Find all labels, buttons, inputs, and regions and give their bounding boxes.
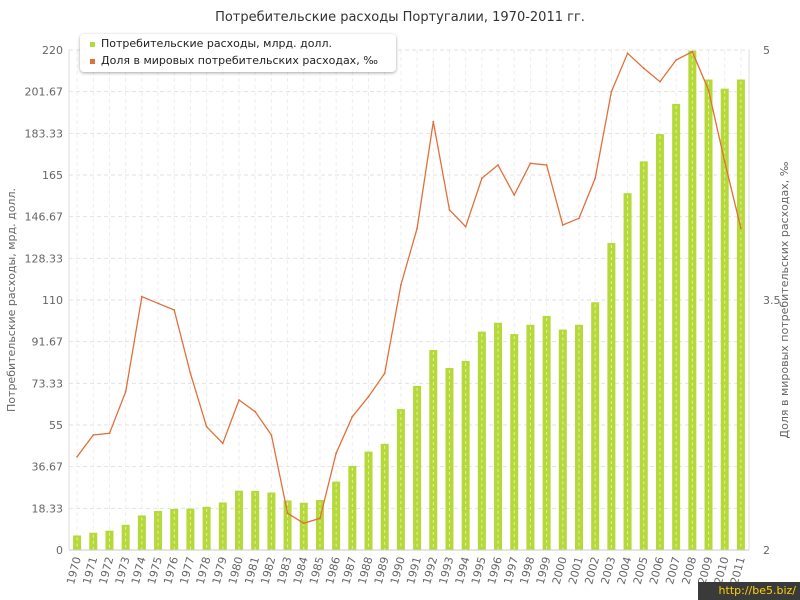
- share-point: [723, 160, 726, 163]
- share-point: [675, 59, 678, 61]
- share-point: [691, 50, 694, 53]
- share-point: [610, 90, 613, 93]
- bar: [251, 490, 260, 550]
- legend-swatch-bars: [90, 41, 95, 47]
- share-point: [367, 395, 370, 398]
- share-point: [707, 89, 710, 91]
- share-point: [76, 455, 78, 458]
- share-point: [383, 372, 386, 375]
- share-point: [642, 67, 645, 70]
- share-point: [108, 432, 111, 435]
- y-left-tick-label: 201.67: [25, 86, 64, 99]
- share-point: [173, 309, 176, 311]
- chart-title: Потребительские расходы Португалии, 1970…: [215, 10, 585, 25]
- share-point: [124, 390, 127, 393]
- y-right-tick-label: 2: [763, 544, 770, 557]
- bar: [315, 500, 324, 550]
- share-point: [497, 164, 499, 166]
- share-point: [659, 80, 661, 83]
- share-point: [545, 164, 548, 166]
- y-left-tick-label: 55: [49, 419, 63, 432]
- watermark-link[interactable]: http://be5.biz/: [698, 582, 800, 600]
- legend-swatch-line: [90, 58, 95, 64]
- legend: Потребительские расходы, млрд. долл. Дол…: [80, 34, 396, 72]
- share-point: [594, 177, 597, 180]
- bar: [73, 535, 82, 550]
- bar: [477, 331, 486, 550]
- share-point: [238, 399, 240, 401]
- share-point: [286, 512, 289, 515]
- share-point: [464, 225, 467, 228]
- y-right-axis-title: Доля в мировых потребительских расходах,…: [778, 161, 791, 438]
- share-point: [140, 295, 143, 298]
- share-point: [92, 434, 95, 436]
- share-point: [270, 434, 273, 436]
- share-point: [513, 194, 516, 196]
- y-left-tick-label: 0: [56, 544, 63, 557]
- legend-item-line[interactable]: Доля в мировых потребительских расходах,…: [90, 54, 378, 67]
- share-point: [578, 217, 580, 220]
- y-left-tick-label: 18.33: [32, 502, 64, 515]
- legend-label-line: Доля в мировых потребительских расходах,…: [101, 54, 378, 67]
- share-point: [400, 284, 402, 286]
- share-line: [76, 50, 742, 525]
- share-point: [740, 227, 742, 230]
- legend-item-bars[interactable]: Потребительские расходы, млрд. долл.: [90, 37, 332, 50]
- line-series: [76, 50, 742, 525]
- y-left-tick-label: 165: [42, 169, 63, 182]
- y-left-tick-label: 128.33: [25, 252, 64, 265]
- share-point: [254, 410, 257, 413]
- share-point: [221, 442, 224, 445]
- share-point: [529, 162, 532, 165]
- y-left-axis-title: Потребительские расходы, мрд. долл.: [5, 188, 18, 412]
- bar: [494, 322, 503, 550]
- y-right-tick-label: 3.5: [763, 294, 781, 307]
- share-point: [189, 372, 192, 375]
- y-left-tick-label: 73.33: [32, 377, 64, 390]
- bar: [672, 103, 681, 550]
- y-left-tick-label: 183.33: [25, 127, 64, 140]
- y-right-tick-label: 5: [763, 44, 770, 57]
- y-left-tick-label: 36.67: [32, 461, 64, 474]
- y-left-tick-label: 110: [42, 294, 63, 307]
- bar: [218, 502, 227, 550]
- share-point: [351, 415, 354, 418]
- bar: [137, 515, 146, 550]
- share-point: [302, 522, 305, 525]
- bar: [736, 79, 745, 550]
- share-point: [432, 120, 435, 123]
- bar: [510, 334, 519, 550]
- share-point: [561, 224, 564, 226]
- legend-label-bars: Потребительские расходы, млрд. долл.: [101, 37, 332, 50]
- y-left-tick-label: 91.67: [32, 336, 64, 349]
- share-point: [205, 425, 208, 428]
- bar: [154, 510, 163, 550]
- bar: [299, 502, 308, 550]
- y-left-tick-label: 146.67: [25, 211, 64, 224]
- share-point: [448, 209, 451, 211]
- bar: [445, 367, 454, 550]
- bar: [121, 524, 130, 550]
- share-point: [319, 517, 321, 520]
- share-point: [157, 302, 159, 305]
- share-point: [416, 227, 418, 230]
- share-point: [335, 452, 338, 455]
- share-point: [626, 52, 629, 55]
- bar: [704, 79, 713, 550]
- bar: [283, 500, 292, 550]
- bar: [364, 451, 373, 550]
- y-left-tick-label: 220: [42, 44, 63, 57]
- bar-series: [73, 50, 745, 551]
- bar: [348, 465, 357, 550]
- bar: [380, 443, 389, 550]
- bar: [235, 490, 243, 550]
- share-point: [480, 177, 483, 180]
